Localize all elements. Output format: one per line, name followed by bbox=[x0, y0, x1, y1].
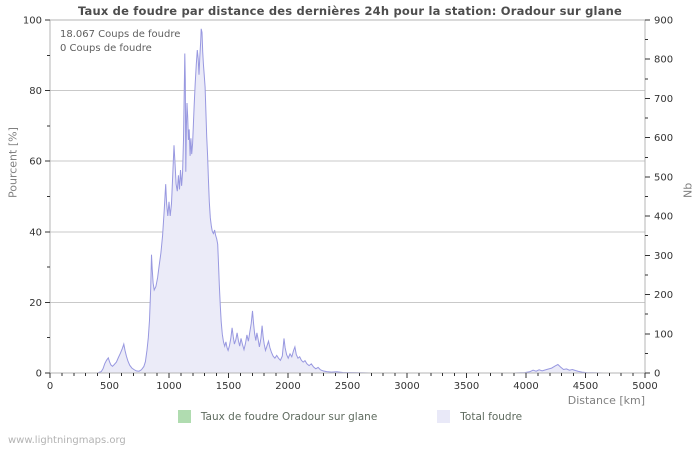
legend-swatch-total bbox=[437, 410, 451, 423]
svg-text:0: 0 bbox=[47, 381, 53, 392]
strike-count-annotation: 18.067 Coups de foudre 0 Coups de foudre bbox=[60, 28, 180, 56]
svg-text:100: 100 bbox=[23, 16, 42, 27]
svg-text:80: 80 bbox=[29, 86, 42, 97]
svg-text:400: 400 bbox=[654, 212, 673, 223]
svg-text:700: 700 bbox=[654, 94, 673, 105]
svg-text:20: 20 bbox=[29, 298, 42, 309]
svg-text:40: 40 bbox=[29, 227, 42, 238]
svg-text:900: 900 bbox=[654, 16, 673, 27]
x-axis-label: Distance [km] bbox=[567, 394, 645, 407]
svg-text:1500: 1500 bbox=[216, 381, 241, 392]
svg-text:1000: 1000 bbox=[156, 381, 181, 392]
station-strikes-annotation: 0 Coups de foudre bbox=[60, 43, 152, 54]
svg-text:60: 60 bbox=[29, 157, 42, 168]
svg-text:800: 800 bbox=[654, 55, 673, 66]
legend-item-total: Total foudre bbox=[437, 410, 522, 423]
chart-title: Taux de foudre par distance des dernière… bbox=[77, 4, 623, 18]
svg-text:3500: 3500 bbox=[454, 381, 479, 392]
svg-text:0: 0 bbox=[36, 369, 42, 380]
svg-text:4000: 4000 bbox=[513, 381, 538, 392]
svg-text:600: 600 bbox=[654, 133, 673, 144]
watermark: www.lightningmaps.org bbox=[8, 435, 126, 446]
total-strikes-annotation: 18.067 Coups de foudre bbox=[60, 29, 181, 40]
legend-label-total: Total foudre bbox=[460, 410, 523, 423]
svg-text:500: 500 bbox=[654, 172, 673, 183]
svg-text:2000: 2000 bbox=[275, 381, 300, 392]
svg-text:4500: 4500 bbox=[573, 381, 598, 392]
svg-text:3000: 3000 bbox=[394, 381, 419, 392]
legend-label-taux: Taux de foudre Oradour sur glane bbox=[200, 410, 378, 423]
svg-text:2500: 2500 bbox=[335, 381, 360, 392]
svg-text:5000: 5000 bbox=[632, 381, 657, 392]
svg-text:0: 0 bbox=[654, 369, 660, 380]
legend-item-taux: Taux de foudre Oradour sur glane bbox=[177, 410, 378, 423]
svg-text:300: 300 bbox=[654, 251, 673, 262]
svg-text:500: 500 bbox=[100, 381, 119, 392]
svg-text:100: 100 bbox=[654, 329, 673, 340]
legend: Taux de foudre Oradour sur glane Total f… bbox=[0, 410, 700, 423]
svg-text:200: 200 bbox=[654, 290, 673, 301]
legend-swatch-taux bbox=[177, 410, 191, 423]
